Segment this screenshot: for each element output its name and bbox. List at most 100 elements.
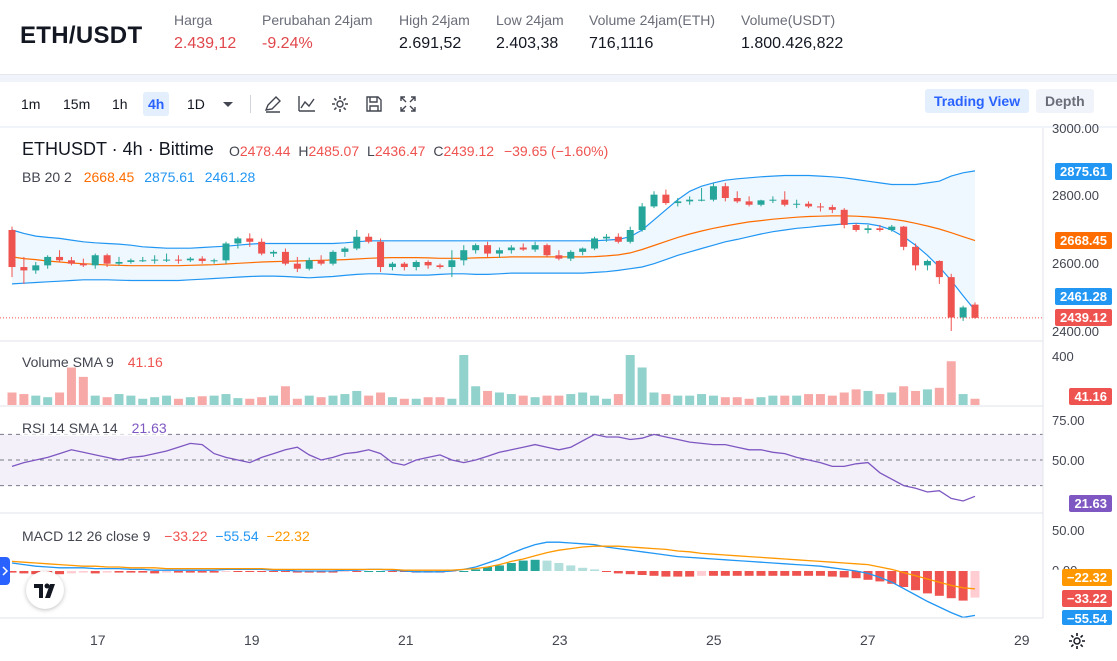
macd-histogram-bar <box>114 571 124 573</box>
macd-histogram-bar <box>19 571 29 574</box>
chevron-down-icon[interactable] <box>217 93 239 115</box>
macd-histogram-bar <box>970 571 980 598</box>
macd-histogram-bar <box>150 571 160 574</box>
fullscreen-icon[interactable] <box>397 93 419 115</box>
chart-settings-gear-icon[interactable] <box>1067 631 1087 651</box>
candle-body <box>317 260 325 264</box>
macd-histogram-bar <box>922 571 932 594</box>
timeframe-1m[interactable]: 1m <box>21 96 41 112</box>
trading-view-button[interactable]: Trading View <box>925 89 1030 113</box>
volume-bar <box>66 367 76 405</box>
ohlc-close-label: C <box>433 143 444 159</box>
macd-histogram-bar <box>708 571 718 576</box>
stat-value: 1.800.426,822 <box>741 35 844 52</box>
timeframe-4h[interactable]: 4h <box>143 92 170 116</box>
volume-bars <box>7 355 980 405</box>
macd-histogram-bar <box>292 571 302 573</box>
volume-bar <box>708 395 718 405</box>
volume-bar <box>827 395 837 405</box>
macd-histogram-bar <box>518 560 528 571</box>
x-tick: 23 <box>552 632 568 648</box>
candle-body <box>270 251 278 254</box>
candle-body <box>67 260 75 264</box>
macd-histogram-bar <box>792 571 802 576</box>
stat-label: Volume 24jam(ETH) <box>589 12 716 28</box>
volume-bar <box>494 392 504 405</box>
macd-histogram-bar <box>138 571 148 573</box>
pair-name: ETH/USDT <box>20 22 143 49</box>
volume-bar <box>744 398 754 405</box>
tradingview-logo-icon <box>34 583 55 598</box>
macd-histogram-bar <box>685 571 695 577</box>
symbol-legend: ETHUSDT · 4h · Bittime <box>22 139 214 159</box>
volume-bar <box>922 389 932 405</box>
macd-histogram-bar <box>613 571 623 574</box>
macd-histogram-bar <box>328 571 338 573</box>
side-toolbar-toggle[interactable] <box>0 557 10 585</box>
volume-bar <box>887 392 897 405</box>
stat-label: Harga <box>174 12 213 28</box>
ohlc-close: 2439.12 <box>443 143 495 159</box>
timeframe-15m[interactable]: 15m <box>63 96 91 112</box>
candle-body <box>555 255 563 259</box>
ohlc-high-label: H <box>298 143 309 159</box>
volume-bar <box>554 395 564 405</box>
indicator-icon[interactable] <box>296 93 318 115</box>
macd-histogram-bar <box>756 571 766 576</box>
candle-body <box>781 199 789 205</box>
ohlc-change: −39.65 (−1.60%) <box>503 143 609 159</box>
candle-body <box>127 260 135 262</box>
candle-body <box>638 206 646 230</box>
volume-bar <box>697 394 707 405</box>
candle-body <box>745 201 753 205</box>
candle-body <box>733 198 741 202</box>
candle-body <box>246 238 254 242</box>
macd-histogram-bar <box>387 571 397 572</box>
stat-change: Perubahan 24jam -9.24% <box>262 12 373 53</box>
ohlc-open: 2478.44 <box>239 143 291 159</box>
settings-icon[interactable] <box>329 93 351 115</box>
bb-name: BB 20 2 <box>22 169 72 185</box>
candle-body <box>543 245 551 256</box>
candle-body <box>888 226 896 230</box>
volume-bar <box>126 395 136 405</box>
ohlc-open-label: O <box>229 143 240 159</box>
draw-icon[interactable] <box>262 93 284 115</box>
candle-body <box>840 209 848 225</box>
macd-histogram-bar <box>7 571 17 573</box>
volume-bar <box>43 397 53 405</box>
volume-bar <box>863 390 873 405</box>
candle-body <box>329 251 337 264</box>
volume-bar <box>447 398 457 405</box>
toolbar-divider <box>250 95 251 113</box>
timeframe-1h[interactable]: 1h <box>112 96 128 112</box>
macd-histogram-bar <box>304 571 314 573</box>
candle-body <box>757 200 765 205</box>
macd-hist-value: −33.22 <box>164 528 208 544</box>
volume-value: 41.16 <box>127 354 163 370</box>
macd-histogram-bar <box>732 571 742 576</box>
candle-body <box>769 199 777 201</box>
tradingview-logo[interactable] <box>26 571 64 609</box>
save-icon[interactable] <box>363 93 385 115</box>
candle-body <box>222 243 230 261</box>
bb-lower-line <box>11 222 976 311</box>
volume-bar <box>423 397 433 405</box>
depth-button[interactable]: Depth <box>1036 89 1094 113</box>
timeframe-1d[interactable]: 1D <box>187 96 205 112</box>
macd-histogram-bar <box>815 571 825 576</box>
macd-histogram-bar <box>887 571 897 584</box>
volume-tick: 400 <box>1052 349 1074 364</box>
candle-body <box>709 186 717 200</box>
volume-bar <box>245 398 255 405</box>
macd-histogram-bar <box>649 571 659 576</box>
candle-body <box>484 245 492 254</box>
volume-bar <box>19 394 29 405</box>
volume-bar <box>804 394 814 405</box>
price-label-bb-basis: 2668.45 <box>1055 232 1112 249</box>
volume-bar <box>304 395 314 405</box>
volume-bar <box>411 398 421 405</box>
chart-svg[interactable] <box>0 128 1117 661</box>
volume-bar <box>661 394 671 405</box>
candle-body <box>816 206 824 208</box>
